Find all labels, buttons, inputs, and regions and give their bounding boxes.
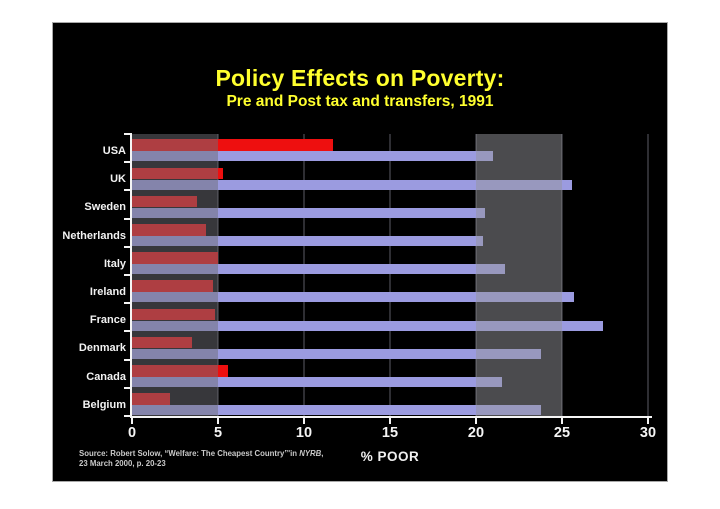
country-label: Denmark <box>78 342 126 355</box>
source-line-2: 23 March 2000, p. 20-23 <box>79 458 166 468</box>
source-text: Source: Robert Solow, “Welfare: The Chea… <box>79 449 300 458</box>
y-axis-tick <box>124 415 132 417</box>
bar-pre-tax <box>132 151 494 162</box>
x-axis-tick <box>217 418 219 424</box>
x-axis-tick <box>303 418 305 424</box>
bar-pre-tax <box>132 235 483 247</box>
bar-pre-tax <box>132 264 506 275</box>
y-axis-tick <box>124 302 132 305</box>
country-label: UK <box>110 173 126 186</box>
bar-post-tax <box>132 139 334 151</box>
x-axis-tick <box>561 418 563 424</box>
country-label: France <box>89 314 126 327</box>
gridline-5 <box>217 134 219 416</box>
x-tick-label: 15 <box>381 425 399 441</box>
x-axis-title: % POOR <box>360 449 420 464</box>
y-axis-tick <box>124 245 132 248</box>
x-tick-label: 30 <box>639 425 657 441</box>
gridline-10 <box>303 134 305 416</box>
country-label: Netherlands <box>62 229 126 242</box>
gridline-25 <box>561 134 563 416</box>
source-text-suffix: , <box>321 449 324 458</box>
bar-pre-tax <box>132 179 573 190</box>
country-label: USA <box>102 144 126 157</box>
x-tick-label: 0 <box>127 425 137 441</box>
x-tick-label: 25 <box>553 425 571 441</box>
country-label: Italy <box>103 257 126 270</box>
y-axis-tick <box>124 189 132 192</box>
y-axis-tick <box>124 386 132 389</box>
x-tick-label: 20 <box>467 425 485 441</box>
bar-pre-tax <box>132 348 542 359</box>
y-axis-tick <box>124 161 132 164</box>
bar-pre-tax <box>132 405 542 416</box>
y-axis-tick <box>124 217 132 220</box>
source-journal-name: NYRB <box>299 449 322 458</box>
slide-subtitle: Pre and Post tax and transfers, 1991 <box>226 93 494 110</box>
source-citation: Source: Robert Solow, “Welfare: The Chea… <box>79 449 379 468</box>
plot-area <box>124 133 652 424</box>
x-axis-tick <box>475 418 477 424</box>
y-axis-tick <box>124 274 132 276</box>
shaded-band <box>132 134 218 416</box>
shaded-band <box>476 134 562 416</box>
x-tick-label: 10 <box>295 425 313 441</box>
x-axis-tick <box>389 418 391 424</box>
slide: Policy Effects on Poverty: Pre and Post … <box>52 22 668 482</box>
x-axis-tick-labels: 0 5 10 15 20 25 30 <box>128 425 656 443</box>
country-label: Belgium <box>82 398 126 411</box>
country-label: Sweden <box>84 201 126 214</box>
y-axis-labels: USA UK Sweden Netherlands Italy Ireland France… <box>53 134 126 416</box>
country-label: Canada <box>86 370 126 383</box>
x-axis-tick <box>647 418 649 424</box>
slide-title: Policy Effects on Poverty: <box>215 65 505 91</box>
y-axis-tick <box>124 330 132 333</box>
bar-pre-tax <box>132 320 604 331</box>
bar-pre-tax <box>132 292 575 303</box>
bar-pre-tax <box>132 376 502 388</box>
gridline-15 <box>389 134 391 416</box>
country-label: Ireland <box>89 285 126 298</box>
y-axis-tick <box>124 358 132 361</box>
source-line-1: Source: Robert Solow, “Welfare: The Chea… <box>79 449 379 459</box>
bar-pre-tax <box>132 207 485 218</box>
x-tick-label: 5 <box>213 425 223 441</box>
x-axis-tick <box>131 418 133 424</box>
gridline-30 <box>647 134 649 416</box>
y-axis-tick <box>124 133 132 135</box>
x-axis-line <box>130 416 652 418</box>
